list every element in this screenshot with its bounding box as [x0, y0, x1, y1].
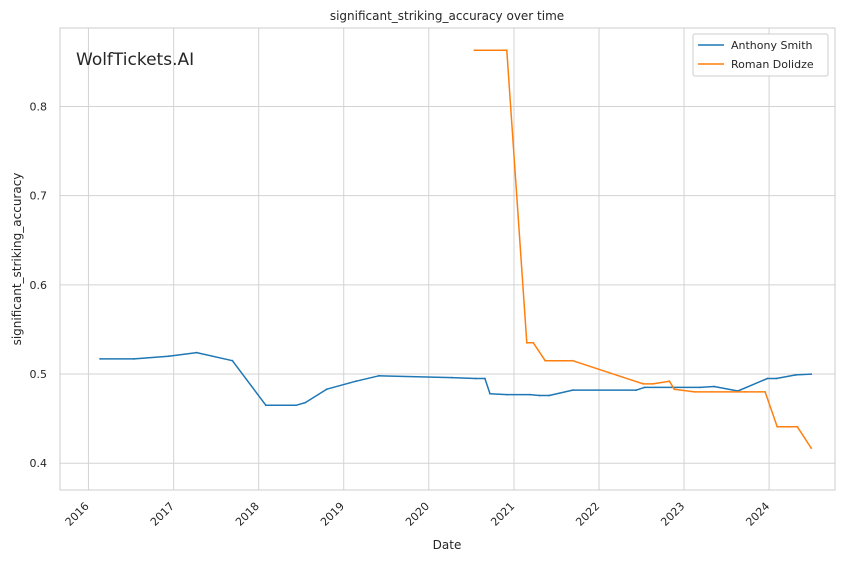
data-point-anthony-smith: [304, 401, 307, 404]
data-point-roman-dolidze: [668, 380, 671, 383]
data-point-roman-dolidze: [532, 341, 535, 344]
data-point-roman-dolidze: [642, 383, 645, 385]
data-point-roman-dolidze: [571, 359, 574, 362]
data-point-anthony-smith: [451, 376, 453, 379]
data-point-anthony-smith: [635, 389, 638, 391]
data-point-anthony-smith: [195, 351, 198, 354]
data-point-anthony-smith: [505, 393, 508, 396]
watermark-text: WolfTickets.AI: [76, 50, 194, 70]
data-point-anthony-smith: [295, 404, 297, 407]
data-point-roman-dolidze: [505, 49, 508, 52]
y-tick-label: 0.8: [30, 100, 48, 113]
data-point-anthony-smith: [99, 358, 101, 360]
chart-title: significant_striking_accuracy over time: [330, 9, 564, 23]
data-point-anthony-smith: [699, 386, 701, 389]
data-point-anthony-smith: [795, 374, 797, 376]
legend-label-anthony-smith: Anthony Smith: [731, 39, 813, 52]
data-point-anthony-smith: [528, 393, 531, 396]
data-point-anthony-smith: [489, 392, 491, 395]
series-line-roman-dolidze: [474, 49, 812, 449]
data-point-roman-dolidze: [651, 383, 654, 385]
data-point-anthony-smith: [133, 358, 136, 360]
legend-label-roman-dolidze: Roman Dolidze: [731, 58, 814, 71]
data-point-roman-dolidze: [776, 425, 779, 428]
data-point-roman-dolidze: [764, 391, 766, 393]
y-axis-label: significant_striking_accuracy: [10, 173, 24, 346]
y-tick-label: 0.4: [30, 457, 48, 470]
grid: [60, 28, 835, 490]
y-tick-label: 0.6: [30, 279, 48, 292]
plot-area-frame: [59, 27, 836, 491]
data-point-roman-dolidze: [473, 49, 476, 52]
data-point-anthony-smith: [231, 359, 234, 362]
data-point-anthony-smith: [775, 377, 778, 380]
data-point-roman-dolidze: [525, 341, 528, 344]
data-point-roman-dolidze: [744, 391, 746, 393]
y-tick-label: 0.5: [30, 368, 48, 381]
data-point-anthony-smith: [325, 388, 328, 391]
data-point-anthony-smith: [484, 377, 486, 380]
data-point-roman-dolidze: [693, 391, 696, 393]
data-point-anthony-smith: [548, 394, 551, 397]
data-point-anthony-smith: [474, 377, 477, 380]
data-point-anthony-smith: [713, 385, 715, 388]
data-point-anthony-smith: [571, 389, 574, 391]
data-point-roman-dolidze: [810, 447, 813, 449]
legend-frame: [692, 33, 829, 77]
data-point-anthony-smith: [643, 386, 646, 389]
data-point-roman-dolidze: [796, 425, 799, 428]
legend: Anthony Smith Roman Dolidze: [692, 33, 829, 77]
y-tick-label: 0.7: [30, 190, 48, 203]
x-axis-label: Date: [433, 538, 462, 552]
data-point-roman-dolidze: [673, 388, 676, 391]
data-point-anthony-smith: [810, 373, 813, 375]
data-point-anthony-smith: [766, 377, 769, 380]
data-point-anthony-smith: [538, 394, 541, 397]
data-point-anthony-smith: [378, 374, 380, 377]
data-point-anthony-smith: [355, 380, 357, 383]
y-axis-ticks: 0.4 0.5 0.6 0.7 0.8: [30, 100, 48, 470]
data-point-anthony-smith: [167, 355, 170, 358]
data-point-roman-dolidze: [544, 359, 547, 362]
data-point-anthony-smith: [265, 404, 267, 407]
series-layer: [99, 49, 813, 449]
